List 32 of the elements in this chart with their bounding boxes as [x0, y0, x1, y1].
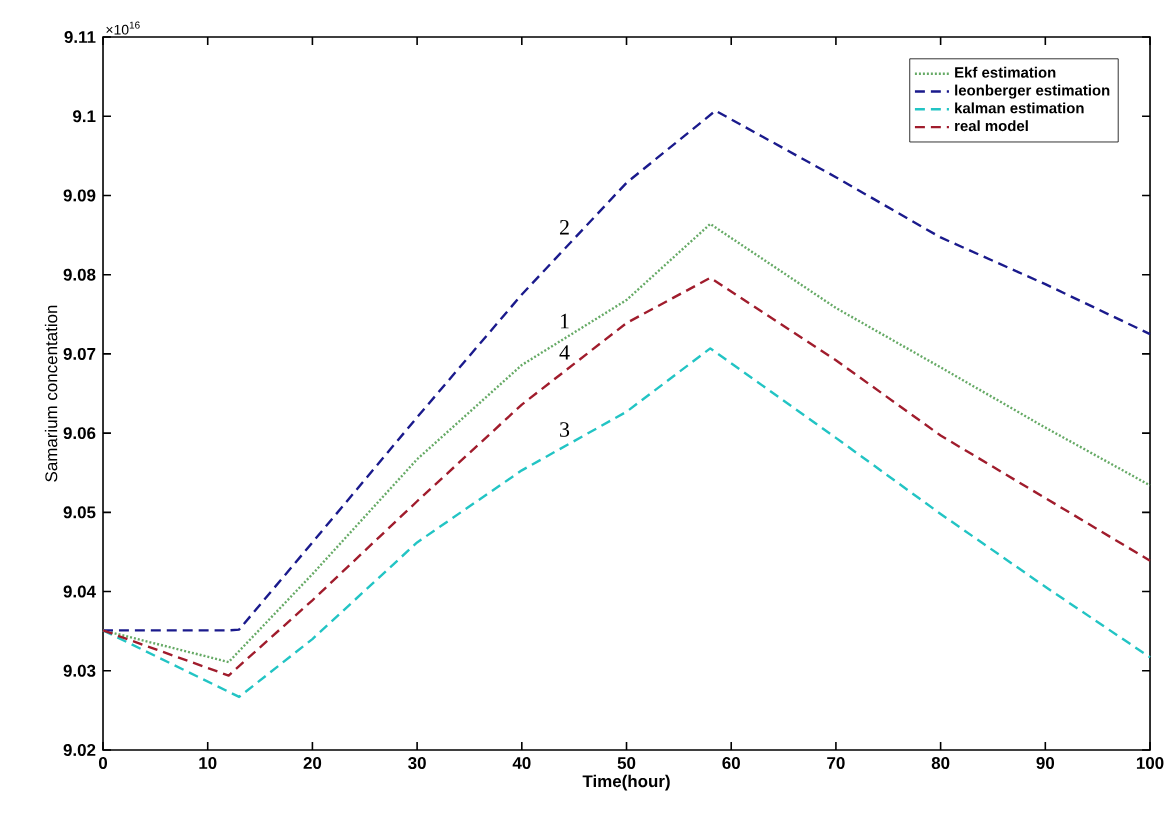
- y-tick-label: 9.05: [63, 506, 96, 519]
- x-tick-label: 10: [199, 757, 217, 770]
- x-tick-label: 60: [722, 757, 740, 770]
- x-axis-title: Time(hour): [582, 774, 670, 791]
- x-tick-label: 0: [98, 757, 108, 770]
- legend-label: kalman estimation: [955, 102, 1084, 114]
- legend-label: leonberger estimation: [955, 84, 1110, 99]
- x-tick-label: 80: [931, 757, 950, 770]
- x-tick-label: 20: [303, 757, 322, 770]
- y-tick-label: 9.1: [73, 110, 96, 123]
- legend-label: Ekf estimation: [955, 66, 1056, 78]
- y-tick-label: 9.03: [63, 664, 96, 677]
- legend-label: real model: [955, 120, 1028, 132]
- y-tick-label: 9.04: [63, 585, 96, 598]
- y-tick-label: 9.08: [63, 268, 96, 281]
- y-tick-label: 9.11: [64, 31, 96, 44]
- y-tick-label: 9.02: [63, 744, 96, 756]
- annotation: 2: [559, 219, 569, 235]
- y-tick-label: 9.07: [63, 347, 96, 360]
- y-axis-title: Samarium concentation: [44, 305, 58, 482]
- text: ×10$^{16}$: [106, 21, 140, 35]
- x-tick-label: 30: [408, 757, 426, 770]
- annotation: 3: [560, 422, 570, 437]
- y-tick-label: 9.06: [63, 427, 96, 440]
- x-tick-label: 100: [1136, 757, 1164, 770]
- x-tick-label: 70: [827, 757, 845, 770]
- x-tick-label: 90: [1036, 757, 1055, 770]
- annotation: 4: [559, 345, 570, 360]
- x-tick-label: 40: [512, 757, 531, 770]
- y-tick-label: 9.09: [63, 189, 96, 202]
- x-tick-label: 50: [617, 757, 636, 770]
- annotation: 1: [560, 313, 569, 329]
